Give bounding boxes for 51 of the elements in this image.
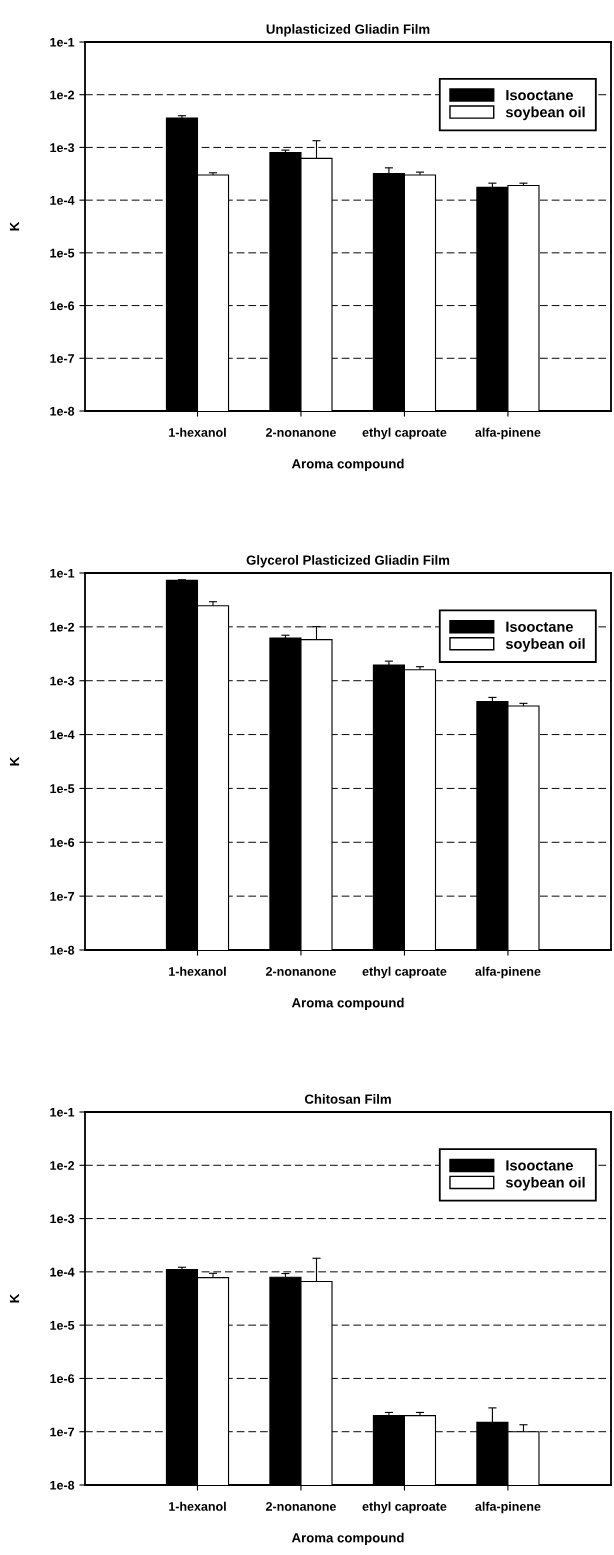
y-tick-label: 1e-6 xyxy=(50,1374,75,1384)
y-axis-title: K xyxy=(9,756,20,766)
y-tick-label: 1e-7 xyxy=(50,354,75,363)
legend-label: Isooctane xyxy=(506,90,573,101)
y-tick-label: 1e-3 xyxy=(50,1214,75,1224)
chart-title: Chitosan Film xyxy=(304,1094,391,1104)
x-axis-title: Aroma compound xyxy=(291,1532,404,1546)
y-tick-label: 1e-6 xyxy=(50,301,75,311)
x-tick-label: 1-hexanol xyxy=(169,1501,226,1511)
y-tick-label: 1e-5 xyxy=(50,784,75,794)
y-tick-label: 1e-1 xyxy=(50,1107,75,1117)
y-tick-label: 1e-4 xyxy=(50,196,75,205)
x-tick-label: alfa-pinene xyxy=(475,427,541,440)
y-tick-label: 1e-5 xyxy=(50,248,75,258)
x-tick-label: 1-hexanol xyxy=(169,966,226,976)
y-tick-label: 1e-3 xyxy=(50,676,75,686)
x-tick-label: 2-nonanone xyxy=(265,967,336,976)
y-tick-label: 1e-6 xyxy=(50,838,75,847)
legend-label: Isooctane xyxy=(506,1160,573,1171)
chart-title: Glycerol Plasticized Gliadin Film xyxy=(246,555,450,568)
legend-label: soybean oil xyxy=(505,106,585,121)
x-tick-label: alfa-pinene xyxy=(475,966,541,979)
chart-title: Unplasticized Gliadin Film xyxy=(266,24,430,37)
x-axis-title: Aroma compound xyxy=(291,458,404,472)
y-tick-label: 1e-5 xyxy=(50,1321,75,1330)
y-tick-label: 1e-3 xyxy=(50,143,75,153)
x-axis-title: Aroma compound xyxy=(291,997,404,1011)
x-tick-label: ethyl caproate xyxy=(362,1501,447,1514)
y-tick-label: 1e-7 xyxy=(50,892,75,901)
y-tick-label: 1e-4 xyxy=(50,730,75,740)
y-axis-title: K xyxy=(9,221,20,231)
y-tick-label: 1e-8 xyxy=(50,406,75,416)
x-tick-label: alfa-pinene xyxy=(475,1501,541,1514)
x-tick-label: ethyl caproate xyxy=(362,427,447,440)
y-tick-label: 1e-1 xyxy=(50,568,75,578)
y-tick-label: 1e-7 xyxy=(50,1427,75,1437)
x-tick-label: ethyl caproate xyxy=(362,966,447,979)
y-tick-label: 1e-1 xyxy=(50,37,75,47)
legend-label: soybean oil xyxy=(505,1176,585,1191)
x-tick-label: 2-nonanone xyxy=(265,1502,336,1511)
y-axis-title: K xyxy=(9,1293,20,1303)
legend-label: Isooctane xyxy=(506,621,573,632)
y-tick-label: 1e-8 xyxy=(50,945,75,955)
legend-label: soybean oil xyxy=(505,638,585,652)
x-tick-label: 2-nonanone xyxy=(265,428,336,437)
y-tick-label: 1e-4 xyxy=(50,1267,75,1277)
y-tick-label: 1e-2 xyxy=(50,90,75,100)
x-tick-label: 1-hexanol xyxy=(169,427,226,437)
y-tick-label: 1e-8 xyxy=(50,1480,75,1490)
y-tick-label: 1e-2 xyxy=(50,1161,75,1170)
y-tick-label: 1e-2 xyxy=(50,622,75,632)
